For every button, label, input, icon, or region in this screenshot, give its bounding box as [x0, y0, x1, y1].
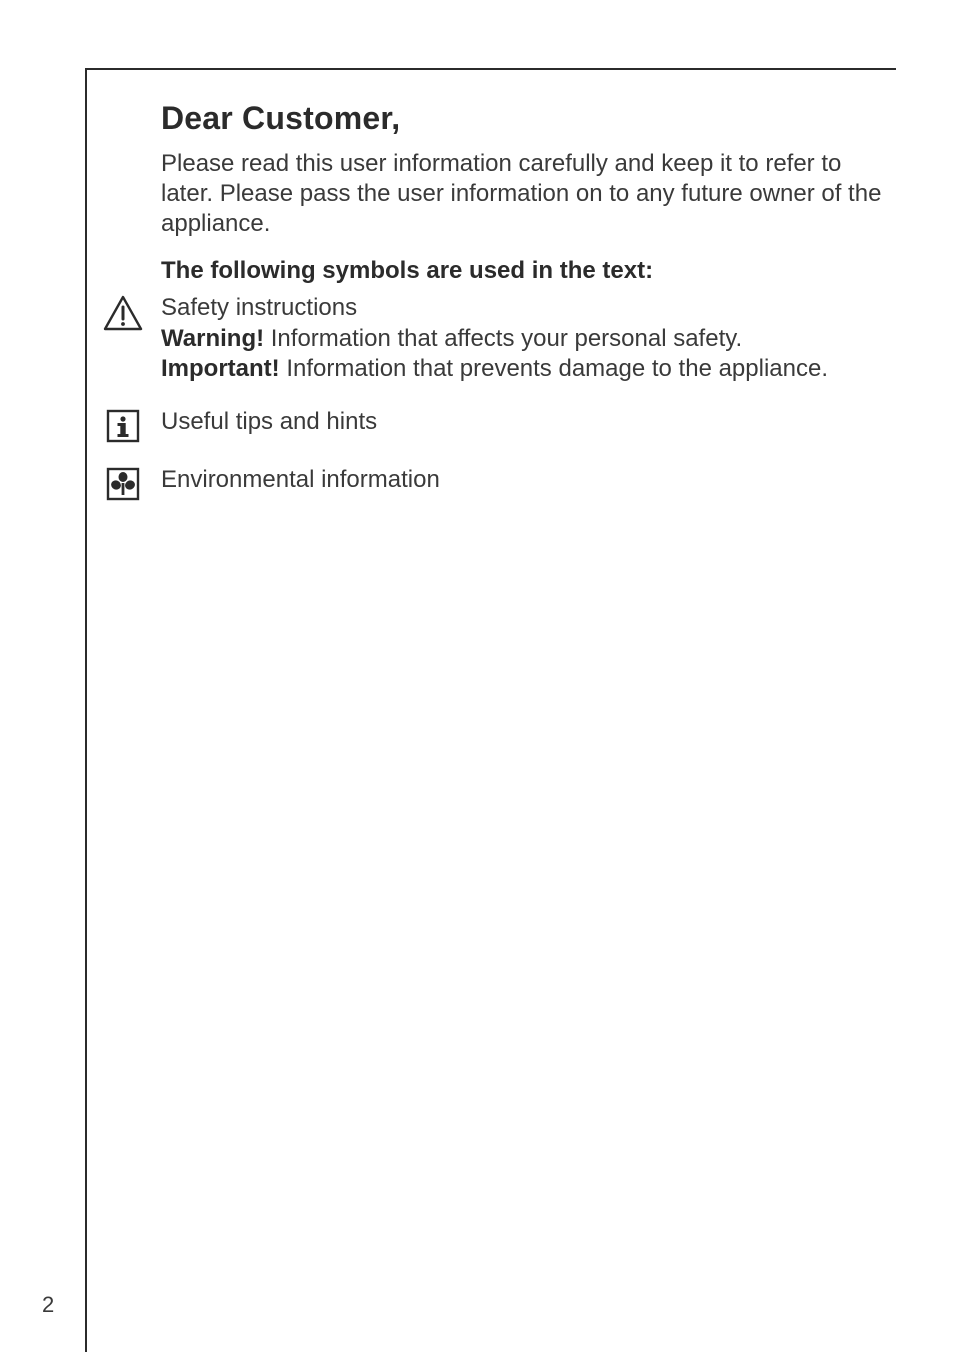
environment-line: Environmental information [161, 465, 896, 496]
safety-line1: Safety instructions [161, 293, 896, 324]
warning-triangle-icon [103, 295, 143, 331]
important-desc: Information that prevents damage to the … [280, 355, 828, 382]
icon-column [85, 465, 161, 501]
symbol-row-tips: Useful tips and hints [85, 407, 896, 443]
tips-line: Useful tips and hints [161, 407, 896, 438]
manual-page: Dear Customer, Please read this user inf… [0, 0, 954, 1352]
info-box-icon [106, 409, 140, 443]
page-number: 2 [42, 1292, 54, 1318]
warning-label: Warning! [161, 325, 264, 352]
intro-paragraph: Please read this user information carefu… [161, 149, 888, 239]
important-label: Important! [161, 355, 280, 382]
symbol-row-environment: Environmental information [85, 465, 896, 501]
page-title: Dear Customer, [161, 100, 896, 137]
warning-desc: Information that affects your personal s… [264, 325, 742, 352]
symbol-row-safety: Safety instructions Warning! Information… [85, 293, 896, 385]
safety-line2: Warning! Information that affects your p… [161, 324, 896, 355]
symbol-text: Environmental information [161, 465, 896, 496]
top-rule [85, 68, 896, 70]
icon-column [85, 293, 161, 331]
symbol-text: Useful tips and hints [161, 407, 896, 438]
symbols-subheading: The following symbols are used in the te… [161, 257, 896, 285]
clover-box-icon [106, 467, 140, 501]
icon-column [85, 407, 161, 443]
page-content: Dear Customer, Please read this user inf… [85, 100, 896, 523]
safety-line3: Important! Information that prevents dam… [161, 354, 896, 385]
symbol-text: Safety instructions Warning! Information… [161, 293, 896, 385]
